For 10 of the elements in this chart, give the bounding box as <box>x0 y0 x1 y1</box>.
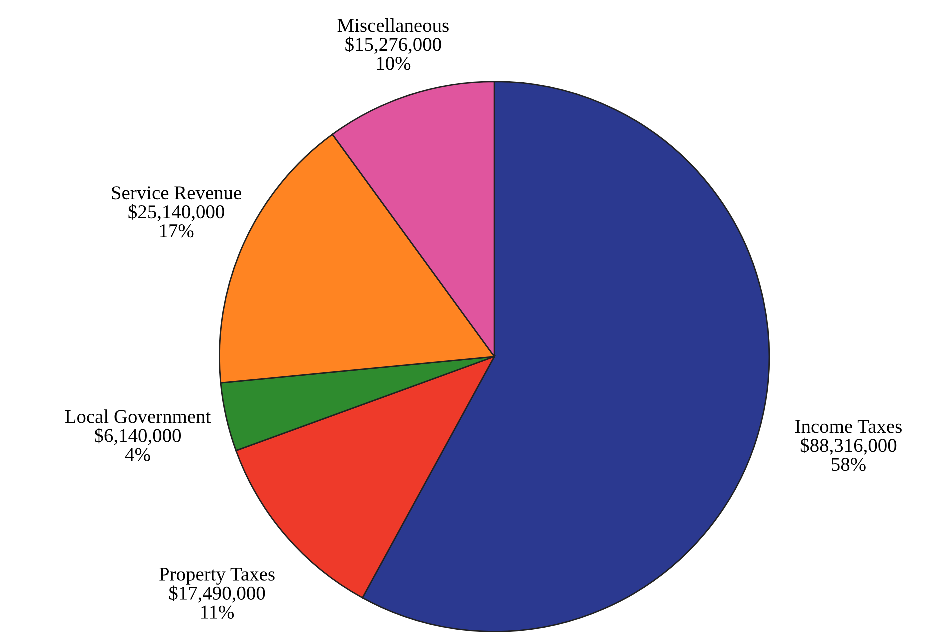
data-label: $6,140,000 4% <box>95 428 182 462</box>
slice-label: Income Taxes <box>795 420 902 434</box>
slice-label: Miscellaneous <box>338 18 449 32</box>
slice-label: Service Revenue <box>112 186 242 200</box>
data-label: $15,276,000 10% <box>346 36 442 70</box>
slice-label: Local Government <box>65 410 212 424</box>
data-label: $17,490,000 11% <box>169 586 266 620</box>
slice-label: Property Taxes <box>160 568 275 585</box>
data-label: $88,316,000 58% <box>800 438 897 472</box>
data-label: $25,140,000 17% <box>128 204 224 238</box>
